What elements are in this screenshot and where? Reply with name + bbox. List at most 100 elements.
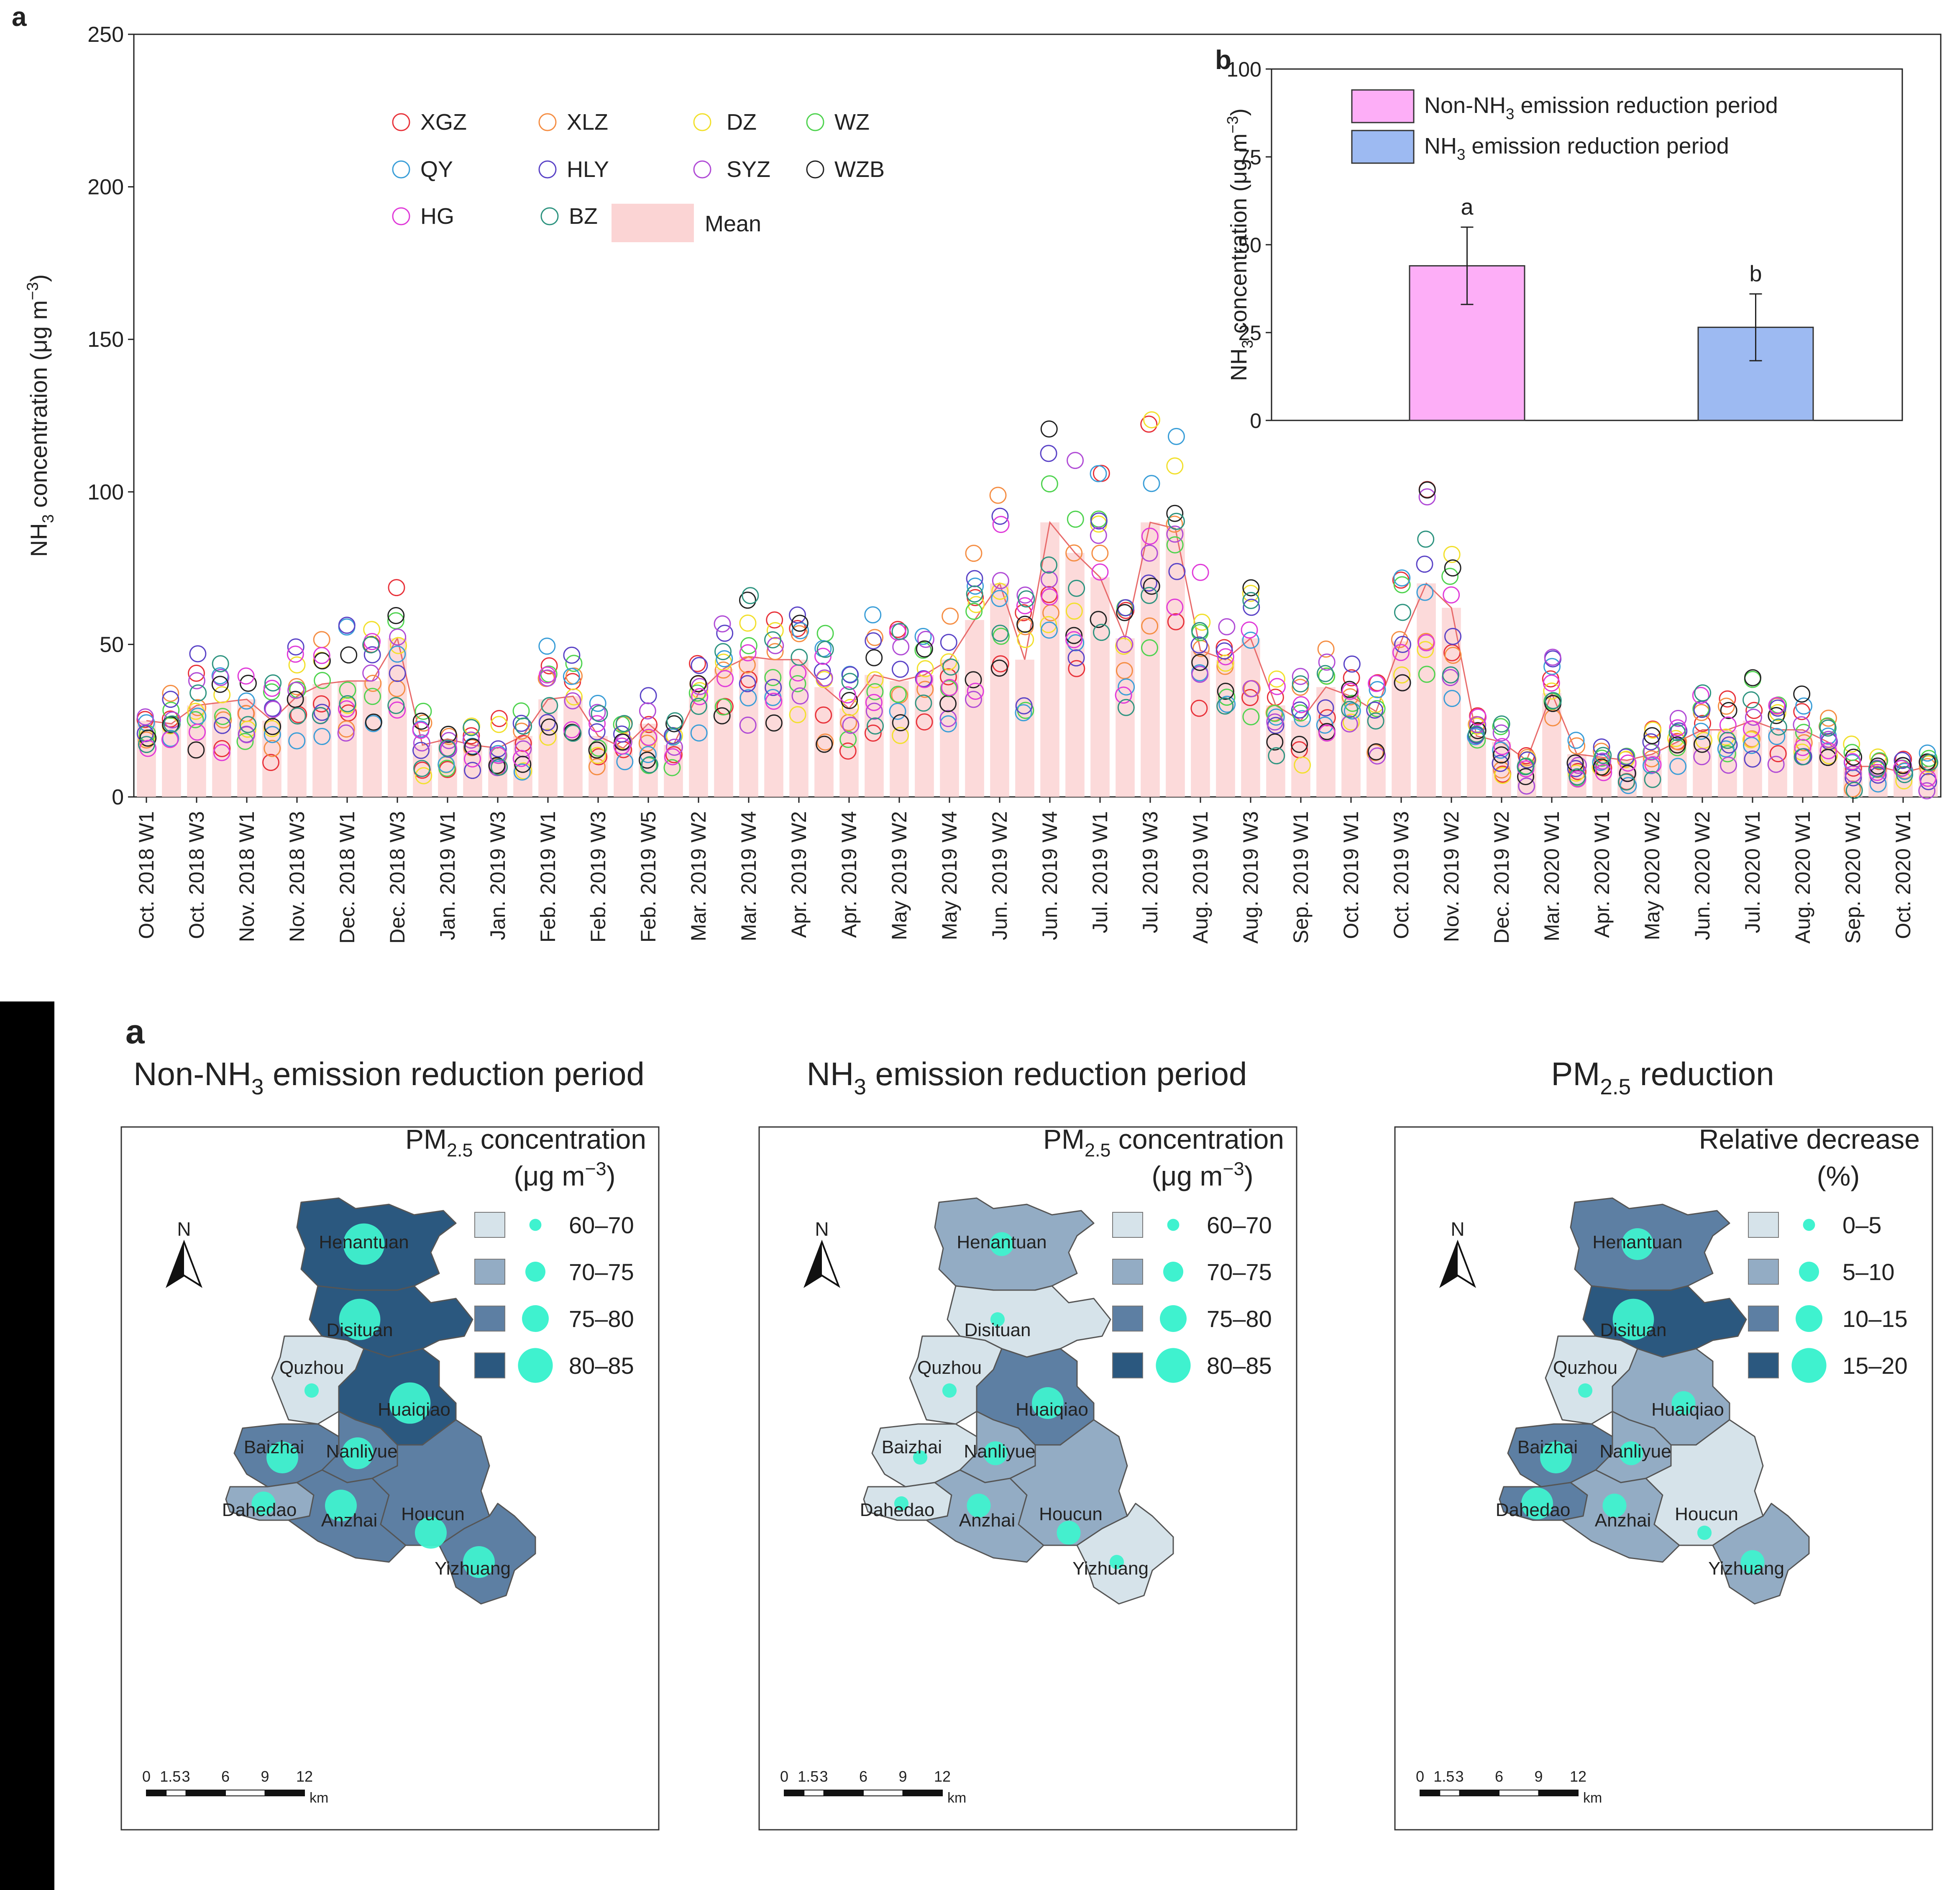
site-point [864, 606, 882, 624]
site-point [1594, 747, 1612, 764]
site-point [1065, 627, 1083, 644]
x-tick-label: Jun. 2019 W4 [1038, 811, 1062, 940]
legend-item-label: 10–15 [1842, 1306, 1908, 1332]
site-point [839, 742, 857, 760]
site-point [1191, 622, 1208, 639]
site-point [965, 671, 982, 689]
site-point [187, 741, 205, 759]
site-point [1843, 735, 1860, 753]
site-point [816, 669, 833, 687]
scale-segment [784, 1790, 805, 1796]
x-tick-label: Oct. 2019 W1 [1339, 811, 1363, 939]
site-dot-baizhai [266, 1442, 298, 1473]
site-point [1368, 675, 1385, 692]
site-point [1090, 527, 1107, 544]
site-point [364, 688, 381, 705]
legend-dot [1156, 1348, 1191, 1383]
site-point [1443, 690, 1461, 707]
site-point [237, 667, 255, 685]
legend-swatch [1112, 1352, 1143, 1378]
y-tick-label: 0 [112, 785, 124, 809]
site-point [816, 733, 834, 751]
scale-label: 12 [934, 1768, 951, 1785]
legend-dot [1160, 1305, 1187, 1332]
site-point [1394, 636, 1412, 653]
x-tick-label: Mar. 2019 W2 [687, 811, 710, 941]
legend-swatch [1112, 1259, 1143, 1285]
site-point [1544, 648, 1561, 666]
site-point [1819, 749, 1837, 766]
scale-segment [1420, 1790, 1441, 1796]
scale-segment [863, 1790, 903, 1796]
site-point [1018, 590, 1035, 608]
site-point [1417, 641, 1434, 658]
site-point [1218, 696, 1236, 713]
site-point [865, 632, 882, 650]
site-point [739, 644, 757, 661]
site-point [1443, 545, 1461, 563]
legend-label-dz: DZ [727, 110, 757, 135]
site-point [739, 675, 756, 692]
site-point [663, 759, 681, 776]
north-arrow-fill [805, 1242, 822, 1286]
site-point [892, 638, 910, 656]
scale-label: 3 [182, 1768, 190, 1785]
site-point [589, 715, 606, 732]
scale-segment [1459, 1790, 1499, 1796]
legend-swatch [1748, 1259, 1779, 1285]
site-dot-huaiqiao [1671, 1391, 1696, 1415]
site-point [1443, 586, 1460, 604]
scale-label: 3 [819, 1768, 828, 1785]
site-point [1341, 682, 1359, 700]
site-point [337, 724, 355, 742]
place-label-anzhai: Anzhai [959, 1510, 1016, 1531]
place-label-nanliyue: Nanliyue [1599, 1441, 1671, 1462]
place-label-quzhou: Quzhou [279, 1357, 344, 1378]
site-dot-huaiqiao [389, 1382, 431, 1424]
site-point [716, 625, 734, 642]
site-point [1143, 577, 1160, 595]
site-point [1143, 411, 1160, 429]
place-label-henantuan: Henantuan [1592, 1232, 1682, 1252]
site-point [339, 681, 356, 699]
site-point [213, 686, 231, 704]
site-point [791, 687, 809, 705]
site-point [613, 725, 630, 743]
y-tick-label: 150 [87, 328, 124, 352]
site-point [1167, 613, 1185, 630]
site-point [463, 727, 480, 745]
site-point [738, 656, 756, 674]
place-label-disituan: Disituan [327, 1320, 393, 1340]
site-point [1743, 730, 1761, 748]
place-label-huaiqiao: Huaiqiao [1651, 1399, 1724, 1420]
site-point [1141, 586, 1158, 604]
site-point [739, 689, 757, 707]
site-point [1091, 563, 1109, 581]
site-point [1143, 475, 1160, 492]
site-point [865, 694, 883, 711]
map-title: NH3 emission reduction period [807, 1055, 1247, 1099]
site-point [289, 707, 306, 725]
site-point [463, 719, 480, 736]
site-point [1292, 675, 1309, 693]
legend-dot [1803, 1219, 1815, 1231]
site-point [1065, 631, 1083, 648]
scale-label: 6 [1495, 1768, 1503, 1785]
site-point [1418, 481, 1436, 499]
site-point [1768, 697, 1786, 715]
map-panels: Non-NH3 emission reduction period PM2.5 c… [120, 1055, 1933, 1831]
site-point [688, 684, 706, 702]
site-point [1167, 428, 1185, 445]
site-point [1015, 604, 1032, 622]
site-point [1595, 764, 1612, 781]
top-figure: a 0 50 100 150 200 250 NH3 concentration (μg m… [0, 0, 1960, 1001]
legend-dot [1799, 1262, 1819, 1282]
inset-y-tick-label: 100 [1227, 58, 1261, 81]
mean-bar [1090, 577, 1110, 797]
site-point [691, 688, 709, 705]
site-point [1193, 613, 1211, 631]
site-point [1241, 689, 1259, 707]
site-point [1391, 631, 1408, 648]
site-point [287, 638, 304, 656]
site-point [1242, 592, 1260, 609]
